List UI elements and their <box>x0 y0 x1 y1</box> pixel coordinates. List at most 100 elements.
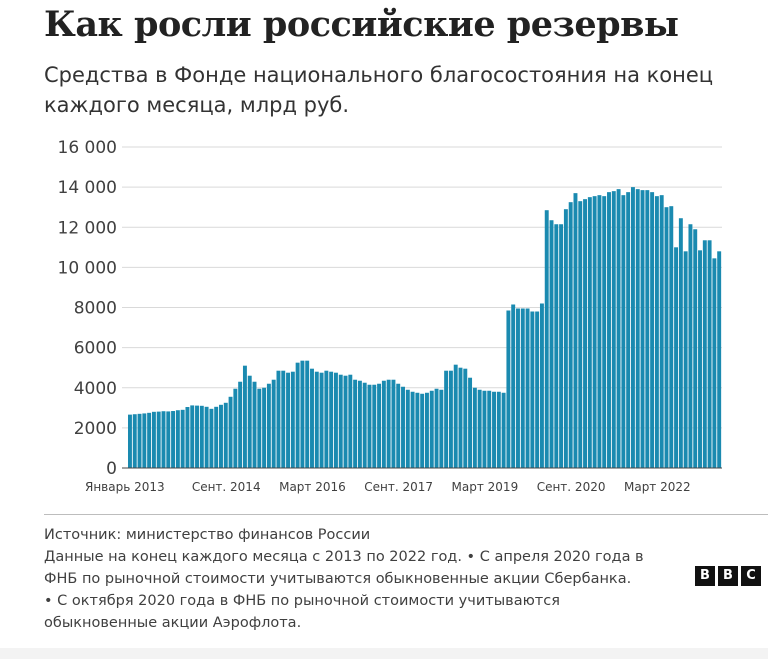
bar <box>195 405 199 468</box>
x-axis-labels: Январь 2013 Сент. 2014 Март 2016 Сент. 2017… <box>85 480 691 494</box>
bar <box>266 383 271 468</box>
bar <box>563 209 568 468</box>
bar <box>583 199 588 468</box>
bar <box>238 381 243 468</box>
bar <box>204 406 209 468</box>
bar <box>300 360 305 468</box>
bar <box>233 388 238 468</box>
bar <box>151 411 156 468</box>
bar <box>396 383 401 468</box>
bar <box>276 370 281 468</box>
bar <box>353 379 358 468</box>
bar <box>142 413 147 468</box>
y-tick-label: 14 000 <box>58 178 117 198</box>
footnote-line-1: Данные на конец каждого месяца с 2013 по… <box>44 549 644 565</box>
bar <box>516 308 520 468</box>
bar <box>693 229 698 468</box>
bar <box>630 187 635 469</box>
bar <box>386 379 391 468</box>
bar <box>592 196 597 468</box>
bars <box>128 187 722 469</box>
bar <box>712 258 717 468</box>
y-tick-label: 0 <box>106 459 117 479</box>
bar <box>626 192 631 468</box>
bar <box>607 192 611 468</box>
bar <box>324 370 329 468</box>
bar <box>381 380 386 468</box>
bbc-logo-letter: B <box>718 566 738 586</box>
bar <box>496 391 501 468</box>
bar <box>520 308 525 468</box>
bar <box>477 389 482 468</box>
bar <box>468 377 473 468</box>
bar <box>367 384 372 468</box>
bar <box>147 412 152 468</box>
bar <box>511 304 516 468</box>
bar <box>166 411 171 468</box>
bar <box>271 379 276 468</box>
bar <box>338 374 343 468</box>
bar <box>305 360 310 468</box>
bar <box>190 405 195 468</box>
bar <box>252 381 257 468</box>
bar <box>128 414 132 468</box>
bar <box>262 387 267 468</box>
bar <box>640 190 645 468</box>
bar <box>357 380 362 468</box>
x-tick-label: Сент. 2014 <box>192 480 261 494</box>
bar <box>702 240 707 468</box>
bar <box>242 365 247 468</box>
bar <box>209 408 214 468</box>
bar <box>391 379 396 468</box>
bar <box>219 404 223 468</box>
bar <box>132 414 137 468</box>
bar <box>372 384 377 468</box>
bar <box>156 411 161 468</box>
bar <box>257 388 262 468</box>
bar <box>573 193 578 468</box>
bar <box>137 413 142 468</box>
bar <box>539 303 544 468</box>
bar <box>530 311 535 468</box>
bottom-band <box>0 648 768 659</box>
bar <box>214 406 219 468</box>
bar <box>405 389 410 468</box>
gridlines <box>122 146 722 429</box>
bar <box>683 251 688 468</box>
y-tick-label: 10 000 <box>58 258 117 278</box>
bar <box>410 391 415 468</box>
bar <box>329 371 334 468</box>
chart-subtitle: Средства в Фонде национального благосост… <box>44 63 714 117</box>
bar <box>669 206 674 468</box>
bar <box>664 207 669 468</box>
bar <box>549 220 554 468</box>
bar <box>420 393 425 468</box>
footnote-line-3: • С октября 2020 года в ФНБ по рыночной … <box>44 593 560 609</box>
footer: Источник: министерство финансов России Д… <box>44 524 694 634</box>
bar <box>310 368 314 468</box>
bar <box>453 364 458 468</box>
bar <box>401 386 405 468</box>
bar <box>487 390 492 468</box>
bar <box>506 310 511 468</box>
source-note: Источник: министерство финансов России <box>44 527 371 543</box>
bar <box>223 402 228 468</box>
bar <box>587 197 592 468</box>
bar <box>180 409 185 468</box>
bar <box>161 411 166 468</box>
bar <box>674 247 679 468</box>
footnote-line-4: обыкновенные акции Аэрофлота. <box>44 615 302 631</box>
x-tick-label: Март 2016 <box>279 480 346 494</box>
bar <box>482 390 487 468</box>
bar <box>535 311 540 468</box>
x-tick-label: Сент. 2020 <box>537 480 606 494</box>
bar <box>525 308 530 468</box>
x-tick-label: Март 2019 <box>452 480 519 494</box>
bar <box>295 362 300 468</box>
bar <box>281 370 286 468</box>
bar <box>286 372 291 468</box>
bar <box>362 382 367 468</box>
bar <box>688 224 693 468</box>
bar <box>597 195 602 468</box>
bar <box>559 224 564 468</box>
